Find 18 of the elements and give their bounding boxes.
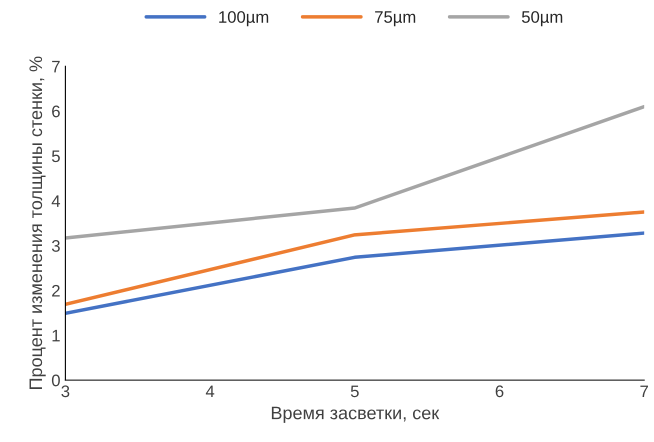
x-tick-label: 5 [350,386,359,398]
y-tick-label: 3 [52,240,60,252]
x-tick-label: 7 [640,386,648,398]
x-axis-title: Время засветки, сек [272,406,440,423]
y-tick-label: 6 [52,106,60,118]
x-tick-label: 6 [496,385,504,398]
y-tick-label: 1 [52,330,60,342]
y-tick-label: 2 [52,284,60,296]
y-tick-label: 4 [52,195,60,207]
y-tick-label: 5 [52,150,60,162]
y-tick-label: 7 [52,60,60,72]
y-axis-title: Процент изменения толщины стенки, % [29,56,46,389]
legend-label: 75µm [375,11,416,26]
x-tick-label: 4 [206,386,214,398]
x-tick-label: 3 [61,385,70,398]
legend-label: 50µm [522,11,562,26]
y-tick-label: 0 [52,374,60,386]
legend-label: 100µm [219,11,268,26]
